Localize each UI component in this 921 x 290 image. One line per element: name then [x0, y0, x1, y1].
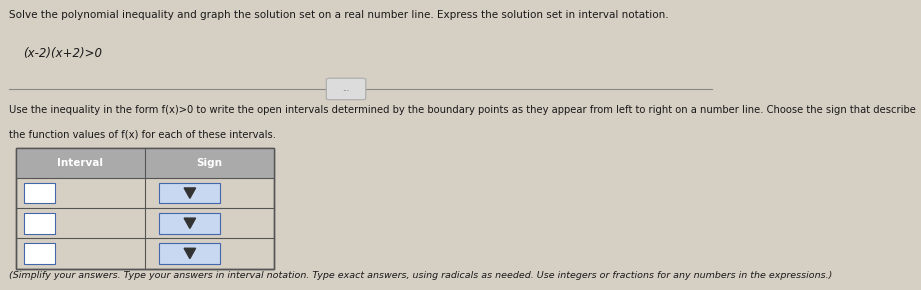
- FancyBboxPatch shape: [326, 78, 366, 100]
- FancyBboxPatch shape: [16, 148, 274, 178]
- FancyBboxPatch shape: [24, 243, 54, 264]
- Text: Solve the polynomial inequality and graph the solution set on a real number line: Solve the polynomial inequality and grap…: [8, 10, 669, 20]
- FancyBboxPatch shape: [159, 183, 220, 204]
- Text: Sign: Sign: [196, 158, 223, 168]
- Polygon shape: [184, 218, 195, 229]
- FancyBboxPatch shape: [24, 213, 54, 234]
- Text: Interval: Interval: [57, 158, 103, 168]
- FancyBboxPatch shape: [24, 183, 54, 204]
- Text: (Simplify your answers. Type your answers in interval notation. Type exact answe: (Simplify your answers. Type your answer…: [8, 271, 832, 280]
- FancyBboxPatch shape: [16, 148, 274, 269]
- Polygon shape: [184, 188, 195, 198]
- FancyBboxPatch shape: [159, 243, 220, 264]
- FancyBboxPatch shape: [159, 213, 220, 234]
- Polygon shape: [184, 248, 195, 259]
- Text: ...: ...: [343, 84, 350, 93]
- Text: the function values of f(x) for each of these intervals.: the function values of f(x) for each of …: [8, 129, 275, 139]
- Text: (x-2)(x+2)>0: (x-2)(x+2)>0: [23, 47, 102, 60]
- Text: Use the inequality in the form f(x)>0 to write the open intervals determined by : Use the inequality in the form f(x)>0 to…: [8, 105, 915, 115]
